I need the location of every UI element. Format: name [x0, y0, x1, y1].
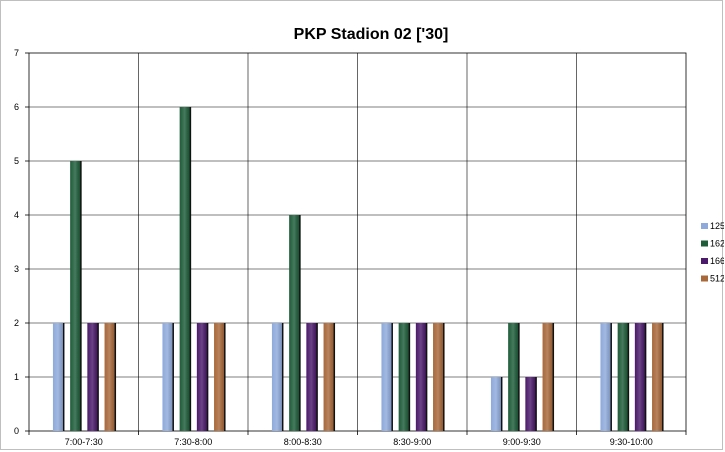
x-tick-label: 7:00-7:30 — [65, 437, 103, 447]
bar-shade — [289, 215, 300, 431]
bar-shade — [70, 161, 81, 431]
bar-shade — [104, 323, 115, 431]
bar-shade — [162, 323, 173, 431]
y-tick-label: 4 — [14, 210, 19, 220]
bar-shade — [490, 377, 501, 431]
y-tick-label: 6 — [14, 102, 19, 112]
y-tick-label: 0 — [14, 426, 19, 436]
bar-shade — [542, 323, 553, 431]
bar-shade — [433, 323, 444, 431]
bar-shade — [52, 323, 63, 431]
y-tick-label: 3 — [14, 264, 19, 274]
x-tick-label: 9:30-10:00 — [610, 437, 653, 447]
y-tick-label: 5 — [14, 156, 19, 166]
bar-shade — [525, 377, 536, 431]
bar-shade — [617, 323, 628, 431]
bar-shade — [323, 323, 334, 431]
legend-swatch-162 — [701, 240, 708, 247]
bar-shade — [634, 323, 645, 431]
bar-shade — [508, 323, 519, 431]
y-tick-label: 7 — [14, 48, 19, 58]
bar-shade — [271, 323, 282, 431]
x-tick-label: 8:00-8:30 — [284, 437, 322, 447]
legend-label-162: 162 — [710, 239, 724, 249]
legend: 125 162 166 512 — [701, 221, 724, 284]
legend-swatch-512 — [701, 275, 708, 282]
chart-title: PKP Stadion 02 ['30] — [294, 26, 449, 43]
bar-shade — [214, 323, 225, 431]
y-tick-label: 2 — [14, 318, 19, 328]
x-tick-label: 7:30-8:00 — [174, 437, 212, 447]
legend-swatch-166 — [701, 258, 708, 264]
bar-shade — [87, 323, 98, 431]
bar-shade — [179, 107, 190, 431]
bar-shade — [652, 323, 663, 431]
legend-label-125: 125 — [710, 221, 724, 231]
bar-shade — [306, 323, 317, 431]
legend-label-512: 512 — [710, 274, 724, 284]
bar-shade — [600, 323, 611, 431]
bar-shade — [415, 323, 426, 431]
x-tick-label: 9:00-9:30 — [503, 437, 541, 447]
y-tick-label: 1 — [14, 372, 19, 382]
legend-swatch-125 — [701, 223, 708, 229]
legend-label-166: 166 — [710, 256, 724, 266]
x-tick-label: 8:30-9:00 — [393, 437, 431, 447]
bar-shade — [196, 323, 207, 431]
bar-shade — [381, 323, 392, 431]
bar-shade — [398, 323, 409, 431]
